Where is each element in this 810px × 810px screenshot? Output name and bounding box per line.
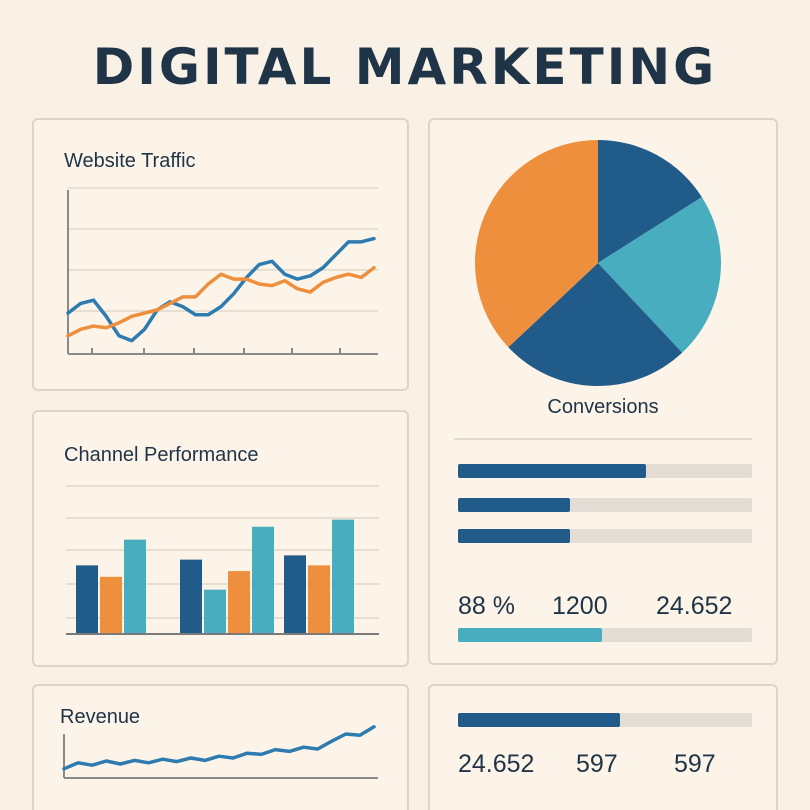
summary-card: 24.652 597 597 <box>428 684 778 810</box>
conversions-progress-fill-1 <box>458 464 647 478</box>
pie-slice-2 <box>598 197 721 353</box>
bar-c-3 <box>332 519 354 634</box>
summary-progress-fill <box>458 713 620 727</box>
bar-a-1 <box>76 565 98 634</box>
conversions-title: Conversions <box>547 396 659 418</box>
pie-slice-1 <box>598 140 702 263</box>
channel-card: Channel Performance <box>32 410 409 667</box>
conversions-divider <box>454 438 752 440</box>
conversions-pie-chart <box>475 140 721 386</box>
bar-b-4 <box>252 526 274 634</box>
conversions-progress-2 <box>458 498 752 512</box>
traffic-chart <box>66 187 378 355</box>
pie-slice-3 <box>508 263 683 386</box>
summary-progress <box>458 713 752 727</box>
conversions-progress-fill-2 <box>458 498 570 512</box>
bar-a-2 <box>100 576 122 634</box>
traffic-title: Website Traffic <box>64 150 196 172</box>
bar-b-1 <box>180 559 202 634</box>
revenue-card: Revenue <box>32 684 409 810</box>
series-line-1 <box>62 725 376 771</box>
conversions-progress-3 <box>458 529 752 543</box>
summary-stat-1: 24.652 <box>458 750 535 778</box>
pie-slice-4 <box>475 140 598 348</box>
conversions-bottom-progress-fill <box>458 628 603 642</box>
conversions-card: Conversions 88 % 1200 24.652 <box>428 118 778 665</box>
summary-stat-2: 597 <box>576 750 618 778</box>
page-title: DIGITAL MARKETING <box>92 38 718 96</box>
bar-c-2 <box>308 565 330 634</box>
bar-c-1 <box>284 555 306 634</box>
bar-b-2 <box>204 589 226 634</box>
conversions-stat-2: 1200 <box>552 592 608 620</box>
series-line-1 <box>66 236 376 343</box>
bar-b-3 <box>228 571 250 634</box>
conversions-progress-fill-3 <box>458 529 570 543</box>
conversions-stat-3: 24.652 <box>656 592 733 620</box>
series-line-2 <box>66 266 376 338</box>
channel-title: Channel Performance <box>64 444 259 466</box>
bar-a-3 <box>124 539 146 634</box>
revenue-chart <box>62 725 378 779</box>
summary-stat-3: 597 <box>674 750 716 778</box>
conversions-bottom-progress <box>458 628 752 642</box>
traffic-card: Website Traffic <box>32 118 409 391</box>
revenue-title: Revenue <box>60 706 141 728</box>
conversions-stat-1: 88 % <box>458 592 515 620</box>
conversions-progress-1 <box>458 464 752 478</box>
channel-chart <box>66 485 379 635</box>
